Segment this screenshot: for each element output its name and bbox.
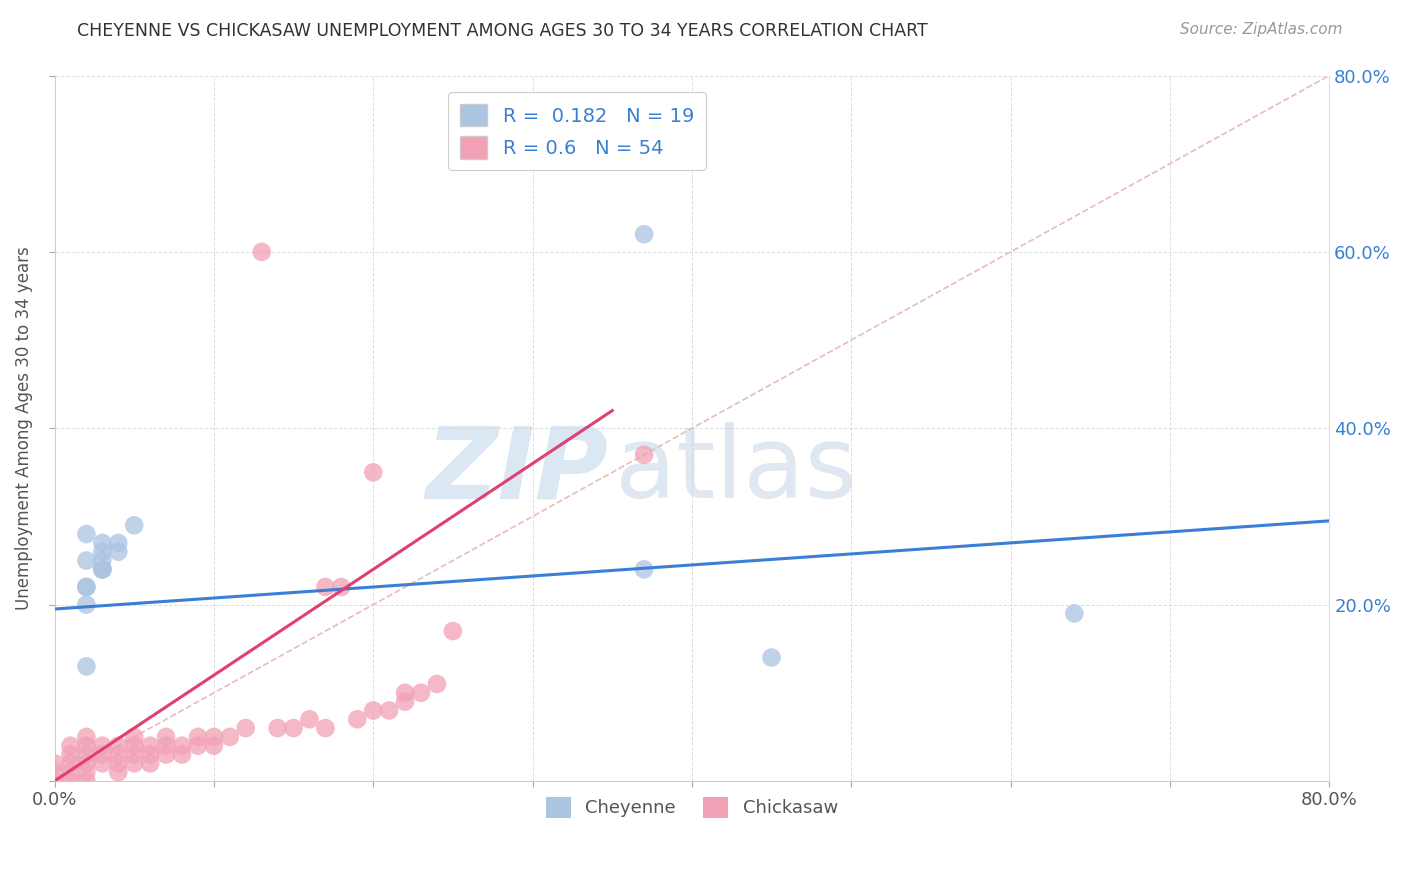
Point <box>75 774 97 789</box>
Point <box>1063 607 1085 621</box>
Point <box>361 466 384 480</box>
Point <box>122 747 145 762</box>
Legend: Cheyenne, Chickasaw: Cheyenne, Chickasaw <box>538 789 845 825</box>
Point <box>75 730 97 744</box>
Point <box>139 739 162 753</box>
Point <box>633 562 655 576</box>
Point <box>75 598 97 612</box>
Point <box>155 739 177 753</box>
Point <box>59 739 82 753</box>
Point <box>75 756 97 771</box>
Text: atlas: atlas <box>616 422 858 519</box>
Point <box>346 712 368 726</box>
Point <box>394 686 416 700</box>
Point <box>170 747 193 762</box>
Point <box>91 545 114 559</box>
Text: Source: ZipAtlas.com: Source: ZipAtlas.com <box>1180 22 1343 37</box>
Point <box>91 553 114 567</box>
Y-axis label: Unemployment Among Ages 30 to 34 years: Unemployment Among Ages 30 to 34 years <box>15 246 32 610</box>
Point <box>59 765 82 780</box>
Point <box>107 747 129 762</box>
Point <box>361 703 384 717</box>
Point <box>44 765 66 780</box>
Point <box>394 695 416 709</box>
Point <box>266 721 288 735</box>
Point <box>155 730 177 744</box>
Point <box>75 553 97 567</box>
Point <box>330 580 353 594</box>
Point <box>139 747 162 762</box>
Point <box>44 756 66 771</box>
Point <box>59 747 82 762</box>
Point <box>170 739 193 753</box>
Point <box>107 739 129 753</box>
Point <box>187 739 209 753</box>
Point <box>202 739 225 753</box>
Point <box>202 730 225 744</box>
Point <box>91 747 114 762</box>
Point <box>91 562 114 576</box>
Point <box>314 580 336 594</box>
Text: ZIP: ZIP <box>426 422 609 519</box>
Point <box>441 624 464 638</box>
Point <box>235 721 257 735</box>
Point <box>314 721 336 735</box>
Text: CHEYENNE VS CHICKASAW UNEMPLOYMENT AMONG AGES 30 TO 34 YEARS CORRELATION CHART: CHEYENNE VS CHICKASAW UNEMPLOYMENT AMONG… <box>77 22 928 40</box>
Point <box>250 244 273 259</box>
Point <box>75 765 97 780</box>
Point <box>122 730 145 744</box>
Point <box>122 739 145 753</box>
Point <box>91 562 114 576</box>
Point <box>59 756 82 771</box>
Point <box>75 739 97 753</box>
Point <box>122 518 145 533</box>
Point <box>75 747 97 762</box>
Point <box>107 536 129 550</box>
Point <box>91 562 114 576</box>
Point <box>91 756 114 771</box>
Point <box>426 677 449 691</box>
Point <box>298 712 321 726</box>
Point <box>91 739 114 753</box>
Point <box>59 774 82 789</box>
Point <box>378 703 401 717</box>
Point <box>218 730 240 744</box>
Point <box>107 545 129 559</box>
Point <box>107 756 129 771</box>
Point <box>187 730 209 744</box>
Point <box>75 580 97 594</box>
Point <box>139 756 162 771</box>
Point <box>75 527 97 541</box>
Point <box>107 765 129 780</box>
Point <box>633 448 655 462</box>
Point <box>122 756 145 771</box>
Point <box>44 774 66 789</box>
Point <box>75 580 97 594</box>
Point <box>409 686 432 700</box>
Point <box>75 659 97 673</box>
Point <box>761 650 783 665</box>
Point <box>155 747 177 762</box>
Point <box>633 227 655 242</box>
Point <box>91 536 114 550</box>
Point <box>283 721 305 735</box>
